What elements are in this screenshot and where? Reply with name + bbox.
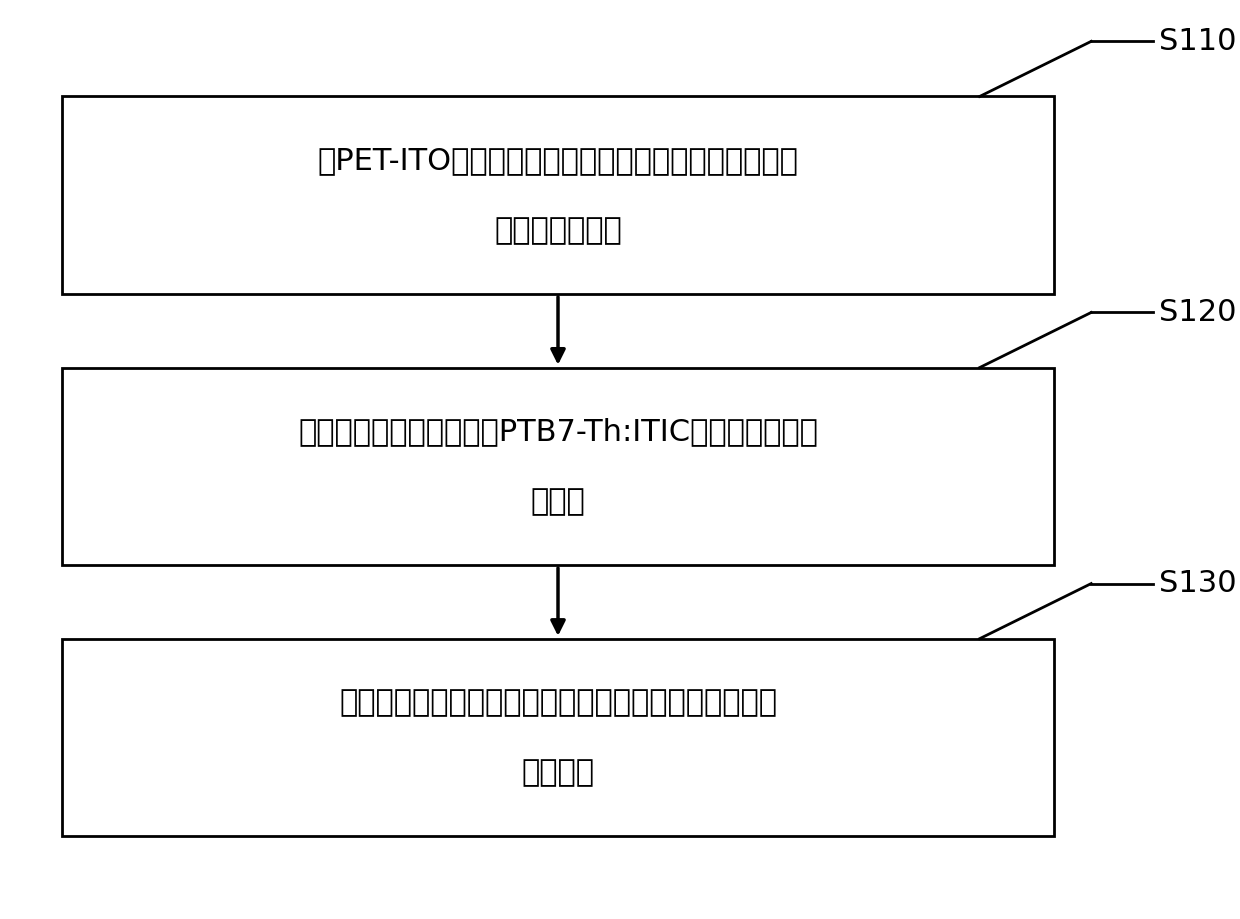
Text: 活性层: 活性层	[531, 487, 585, 516]
Text: 顶电极层: 顶电极层	[522, 758, 594, 787]
Text: 在PET-ITO柔性基底上打印或刮涂纳米氧化锌分散液，: 在PET-ITO柔性基底上打印或刮涂纳米氧化锌分散液，	[317, 146, 799, 175]
Text: S110: S110	[1159, 27, 1238, 56]
Text: S120: S120	[1159, 298, 1238, 327]
Text: 在所述活性层上点胶或打印导电聚合物共混溶液，形成: 在所述活性层上点胶或打印导电聚合物共混溶液，形成	[339, 688, 777, 717]
Bar	[62, 96, 1054, 294]
Text: 形成第一传输层: 形成第一传输层	[494, 216, 622, 244]
Bar	[62, 639, 1054, 836]
Bar	[62, 368, 1054, 565]
Text: S130: S130	[1159, 569, 1238, 598]
Text: 在所述第一传输层上刮涂PTB7-Th:ITIC共混溶液，形成: 在所述第一传输层上刮涂PTB7-Th:ITIC共混溶液，形成	[298, 417, 818, 446]
